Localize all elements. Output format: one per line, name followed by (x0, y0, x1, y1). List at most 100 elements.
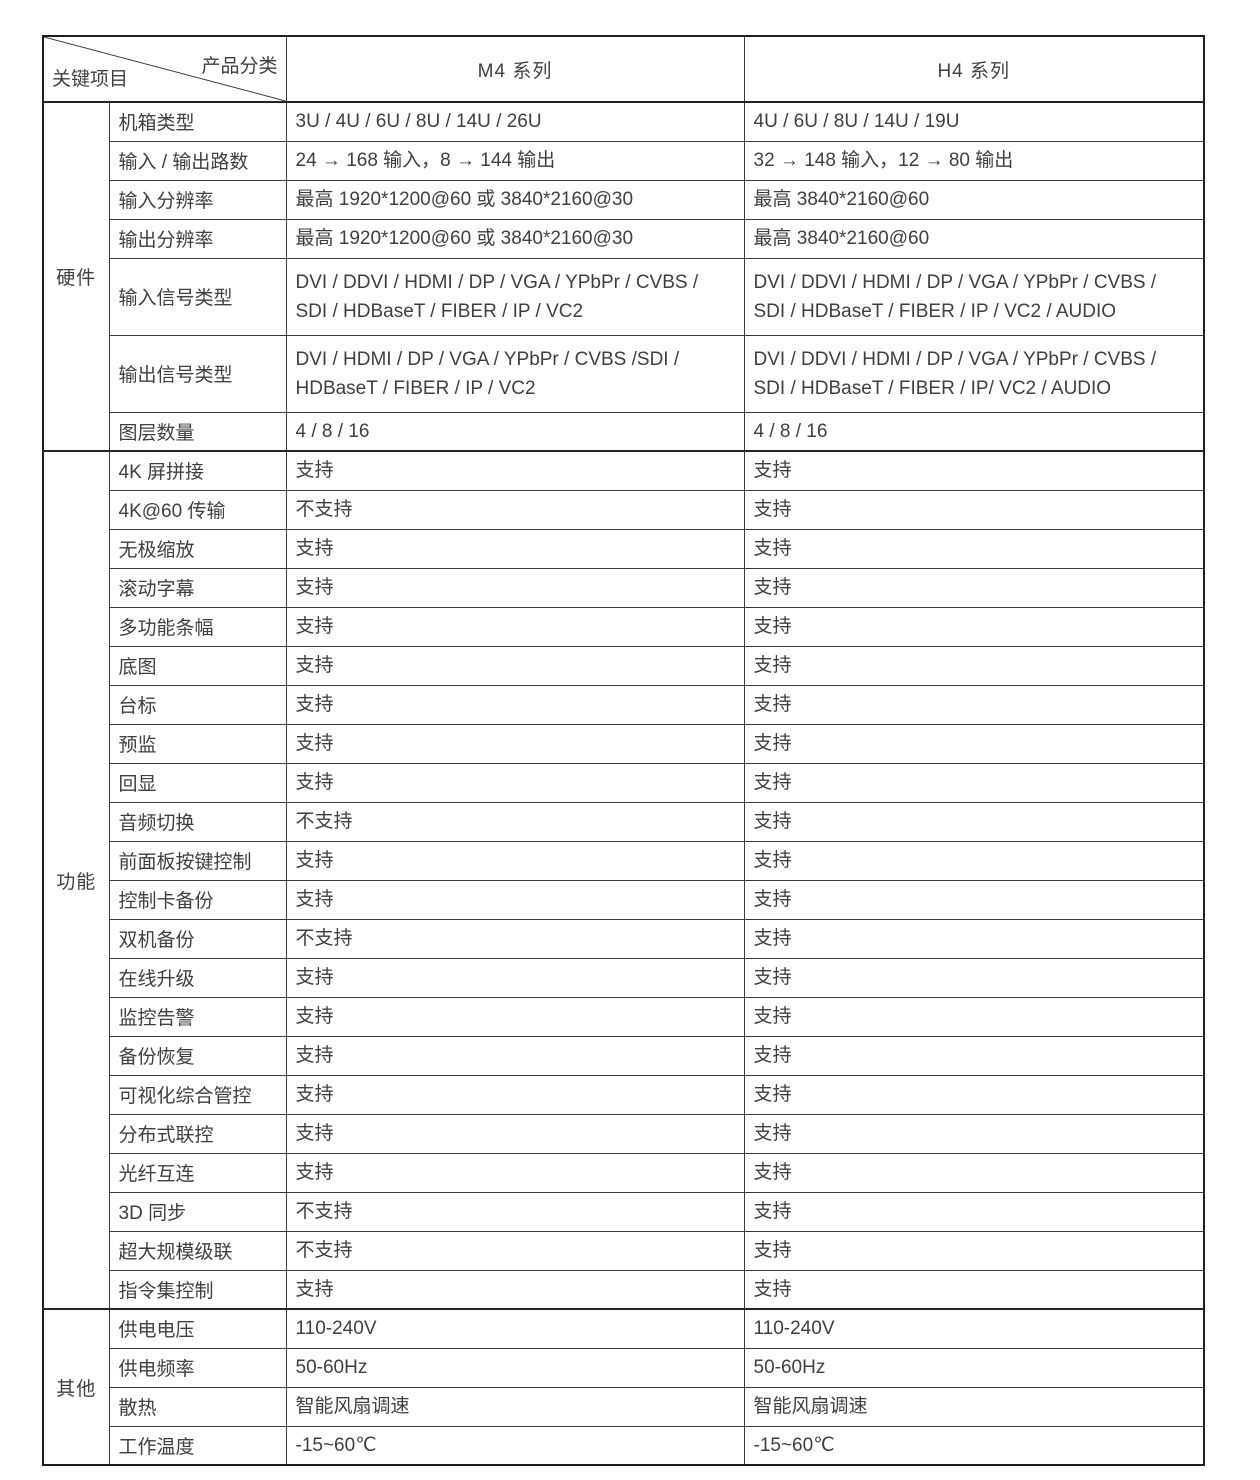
m4-value-cell: 不支持 (285, 1230, 745, 1271)
header-diagonal-line (44, 37, 286, 101)
m4-value-cell: 支持 (285, 1113, 745, 1154)
table-row: 可视化综合管控 支持 支持 (43, 1074, 1205, 1115)
section-label: 功能 (42, 450, 110, 1310)
m4-value-cell: 24 → 168 输入，8 → 144 输出 (285, 140, 745, 181)
h4-value-cell: 支持 (743, 1152, 1205, 1193)
table-row: 多功能条幅 支持 支持 (43, 606, 1205, 647)
m4-value-cell: 支持 (285, 567, 745, 608)
h4-value-cell: 4U / 6U / 8U / 14U / 19U (743, 101, 1205, 142)
table-row: 音频切换 不支持 支持 (43, 801, 1205, 842)
h4-value-cell: DVI / DDVI / HDMI / DP / VGA / YPbPr / C… (743, 257, 1205, 336)
item-name-cell: 工作温度 (108, 1425, 287, 1466)
item-name-cell: 输入信号类型 (108, 257, 287, 336)
m4-value-cell: 4 / 8 / 16 (285, 411, 745, 452)
m4-value-cell: 最高 1920*1200@60 或 3840*2160@30 (285, 179, 745, 220)
item-name-cell: 输入 / 输出路数 (108, 140, 287, 181)
m4-value-cell: 3U / 4U / 6U / 8U / 14U / 26U (285, 101, 745, 142)
table-row: 回显 支持 支持 (43, 762, 1205, 803)
table-row: 台标 支持 支持 (43, 684, 1205, 725)
h4-value-cell: 支持 (743, 762, 1205, 803)
h4-value-cell: 支持 (743, 957, 1205, 998)
item-name-cell: 指令集控制 (108, 1269, 287, 1310)
column-header-h4: H4 系列 (743, 35, 1205, 103)
h4-value-cell: 支持 (743, 723, 1205, 764)
table-row: 预监 支持 支持 (43, 723, 1205, 764)
table-row: 底图 支持 支持 (43, 645, 1205, 686)
table-row: 前面板按键控制 支持 支持 (43, 840, 1205, 881)
item-name-cell: 输入分辨率 (108, 179, 287, 220)
item-name-cell: 4K 屏拼接 (108, 450, 287, 491)
h4-value-cell: 支持 (743, 489, 1205, 530)
h4-value-cell: 支持 (743, 1074, 1205, 1115)
table-row: 双机备份 不支持 支持 (43, 918, 1205, 959)
table-row: 其他 供电电压 110-240V 110-240V (42, 1308, 1205, 1466)
m4-value-cell: 支持 (285, 606, 745, 647)
m4-value-cell: 智能风扇调速 (285, 1386, 745, 1427)
header-row: 产品分类 关键项目 M4 系列 H4 系列 (42, 35, 1205, 103)
column-header-m4: M4 系列 (285, 35, 745, 103)
h4-value-cell: 支持 (743, 879, 1205, 920)
table-row: 功能 4K 屏拼接 支持 支持 (42, 450, 1205, 1310)
table-row: 图层数量 4 / 8 / 16 4 / 8 / 16 (43, 411, 1205, 452)
item-name-cell: 预监 (108, 723, 287, 764)
m4-value-cell: 不支持 (285, 801, 745, 842)
item-name-cell: 多功能条幅 (108, 606, 287, 647)
table-row: 硬件 机箱类型 3U / 4U / 6U / 8U / 14U / 26U 4U / … (42, 101, 1205, 452)
item-name-cell: 双机备份 (108, 918, 287, 959)
h4-value-cell: 4 / 8 / 16 (743, 411, 1205, 452)
h4-value-cell: 支持 (743, 918, 1205, 959)
spec-table-body: 硬件 机箱类型 3U / 4U / 6U / 8U / 14U / 26U 4U / … (42, 101, 1205, 1466)
h4-value-cell: -15~60℃ (743, 1425, 1205, 1466)
h4-value-cell: 支持 (743, 801, 1205, 842)
item-name-cell: 机箱类型 (108, 101, 287, 142)
table-row: 分布式联控 支持 支持 (43, 1113, 1205, 1154)
h4-value-cell: 支持 (743, 996, 1205, 1037)
m4-value-cell: 支持 (285, 1269, 745, 1310)
item-name-cell: 供电电压 (108, 1308, 287, 1349)
table-row: 输出信号类型 DVI / HDMI / DP / VGA / YPbPr / CV… (43, 334, 1205, 413)
m4-value-cell: 支持 (285, 957, 745, 998)
h4-value-cell: 支持 (743, 684, 1205, 725)
h4-value-cell: 支持 (743, 645, 1205, 686)
item-name-cell: 散热 (108, 1386, 287, 1427)
m4-value-cell: 110-240V (285, 1308, 745, 1349)
table-row: 在线升级 支持 支持 (43, 957, 1205, 998)
m4-value-cell: 不支持 (285, 1191, 745, 1232)
h4-value-cell: 支持 (743, 1191, 1205, 1232)
h4-value-cell: 32 → 148 输入，12 → 80 输出 (743, 140, 1205, 181)
item-name-cell: 光纤互连 (108, 1152, 287, 1193)
item-name-cell: 可视化综合管控 (108, 1074, 287, 1115)
section-label: 其他 (42, 1308, 110, 1466)
table-row: 输入分辨率 最高 1920*1200@60 或 3840*2160@30 最高 38… (43, 179, 1205, 220)
item-name-cell: 供电频率 (108, 1347, 287, 1388)
item-name-cell: 分布式联控 (108, 1113, 287, 1154)
table-row: 光纤互连 支持 支持 (43, 1152, 1205, 1193)
table-row: 供电频率 50-60Hz 50-60Hz (43, 1347, 1205, 1388)
h4-value-cell: 支持 (743, 1035, 1205, 1076)
table-row: 备份恢复 支持 支持 (43, 1035, 1205, 1076)
m4-value-cell: -15~60℃ (285, 1425, 745, 1466)
table-row: 工作温度 -15~60℃ -15~60℃ (43, 1425, 1205, 1466)
m4-value-cell: 支持 (285, 1074, 745, 1115)
m4-value-cell: 最高 1920*1200@60 或 3840*2160@30 (285, 218, 745, 259)
table-row: 3D 同步 不支持 支持 (43, 1191, 1205, 1232)
item-name-cell: 台标 (108, 684, 287, 725)
table-row: 输出分辨率 最高 1920*1200@60 或 3840*2160@30 最高 38… (43, 218, 1205, 259)
m4-value-cell: 50-60Hz (285, 1347, 745, 1388)
table-row: 滚动字幕 支持 支持 (43, 567, 1205, 608)
item-name-cell: 图层数量 (108, 411, 287, 452)
h4-value-cell: 支持 (743, 450, 1205, 491)
table-row: 4K@60 传输 不支持 支持 (43, 489, 1205, 530)
item-name-cell: 备份恢复 (108, 1035, 287, 1076)
h4-value-cell: 支持 (743, 1113, 1205, 1154)
m4-value-cell: 不支持 (285, 489, 745, 530)
table-row: 无极缩放 支持 支持 (43, 528, 1205, 569)
h4-value-cell: 最高 3840*2160@60 (743, 179, 1205, 220)
header-corner-cell: 产品分类 关键项目 (42, 35, 287, 103)
m4-value-cell: 支持 (285, 1035, 745, 1076)
corner-label-key-items: 关键项目 (52, 69, 129, 90)
m4-value-cell: DVI / DDVI / HDMI / DP / VGA / YPbPr / C… (285, 257, 745, 336)
item-name-cell: 超大规模级联 (108, 1230, 287, 1271)
m4-value-cell: 支持 (285, 684, 745, 725)
